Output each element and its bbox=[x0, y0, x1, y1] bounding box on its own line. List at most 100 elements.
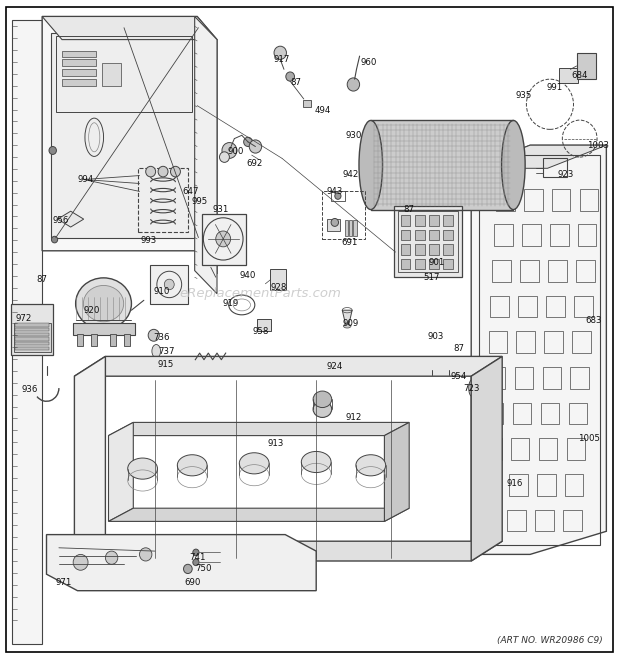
Circle shape bbox=[216, 231, 231, 247]
Text: 928: 928 bbox=[271, 282, 287, 292]
Text: 920: 920 bbox=[84, 306, 100, 315]
Circle shape bbox=[158, 166, 168, 177]
Text: 993: 993 bbox=[141, 236, 157, 245]
Bar bbox=[415, 215, 425, 226]
Circle shape bbox=[222, 143, 237, 158]
Bar bbox=[479, 510, 498, 531]
Text: 994: 994 bbox=[78, 175, 94, 184]
Bar bbox=[77, 334, 83, 346]
Bar bbox=[544, 331, 563, 353]
Bar bbox=[489, 331, 507, 353]
Bar bbox=[443, 244, 453, 255]
Ellipse shape bbox=[128, 458, 157, 479]
Bar bbox=[371, 121, 513, 210]
Circle shape bbox=[51, 236, 58, 243]
Bar bbox=[15, 323, 49, 327]
Bar bbox=[415, 259, 425, 269]
Ellipse shape bbox=[152, 345, 161, 358]
Bar bbox=[303, 100, 311, 107]
Text: 1005: 1005 bbox=[578, 434, 600, 444]
Bar bbox=[415, 230, 425, 240]
Bar bbox=[150, 265, 188, 304]
Text: 919: 919 bbox=[223, 299, 239, 308]
Bar bbox=[546, 296, 565, 317]
Polygon shape bbox=[108, 508, 409, 521]
Text: 87: 87 bbox=[291, 78, 302, 87]
Circle shape bbox=[146, 166, 156, 177]
Circle shape bbox=[170, 166, 180, 177]
Polygon shape bbox=[108, 422, 409, 436]
Circle shape bbox=[184, 564, 192, 574]
Bar bbox=[62, 51, 96, 57]
Bar bbox=[537, 474, 556, 496]
Text: 940: 940 bbox=[240, 271, 256, 280]
Bar bbox=[56, 36, 192, 112]
Polygon shape bbox=[42, 16, 217, 274]
Text: (ART NO. WR20986 C9): (ART NO. WR20986 C9) bbox=[497, 636, 603, 645]
Bar bbox=[15, 342, 49, 345]
Circle shape bbox=[193, 549, 199, 556]
Circle shape bbox=[140, 548, 152, 561]
Ellipse shape bbox=[313, 391, 332, 407]
Ellipse shape bbox=[359, 121, 383, 210]
Bar bbox=[138, 168, 188, 232]
Bar bbox=[429, 244, 439, 255]
Bar bbox=[490, 296, 509, 317]
Bar bbox=[487, 367, 505, 389]
Bar bbox=[539, 438, 557, 460]
Text: 971: 971 bbox=[56, 578, 72, 587]
Text: 87: 87 bbox=[404, 205, 415, 214]
Bar bbox=[270, 269, 286, 290]
Polygon shape bbox=[12, 20, 42, 643]
Bar bbox=[62, 59, 96, 66]
Text: 930: 930 bbox=[345, 131, 361, 140]
Bar bbox=[580, 189, 598, 211]
Text: 723: 723 bbox=[463, 383, 479, 393]
Text: 924: 924 bbox=[327, 362, 343, 372]
Bar bbox=[578, 224, 596, 246]
Bar bbox=[492, 260, 511, 282]
Polygon shape bbox=[471, 145, 606, 554]
Text: 900: 900 bbox=[228, 147, 244, 156]
Ellipse shape bbox=[469, 379, 476, 397]
Polygon shape bbox=[342, 310, 352, 326]
Bar bbox=[494, 224, 513, 246]
Text: 741: 741 bbox=[189, 553, 205, 562]
Polygon shape bbox=[74, 541, 502, 561]
Bar bbox=[524, 189, 542, 211]
Polygon shape bbox=[46, 535, 316, 591]
Bar bbox=[394, 206, 462, 277]
Text: 943: 943 bbox=[327, 187, 343, 196]
Text: 913: 913 bbox=[268, 439, 284, 448]
Circle shape bbox=[286, 72, 294, 81]
Bar bbox=[91, 334, 97, 346]
Bar bbox=[507, 510, 526, 531]
Bar bbox=[570, 367, 589, 389]
Bar bbox=[577, 53, 596, 79]
Bar bbox=[443, 259, 453, 269]
Bar bbox=[429, 259, 439, 269]
Circle shape bbox=[193, 559, 199, 566]
Bar bbox=[124, 334, 130, 346]
Ellipse shape bbox=[502, 121, 525, 210]
Text: 935: 935 bbox=[516, 91, 532, 100]
Bar bbox=[569, 403, 587, 424]
Bar bbox=[102, 63, 121, 86]
Ellipse shape bbox=[177, 455, 207, 476]
Bar bbox=[429, 215, 439, 226]
Bar bbox=[15, 337, 49, 341]
Text: 690: 690 bbox=[184, 578, 200, 587]
Circle shape bbox=[331, 218, 339, 226]
Bar bbox=[513, 403, 531, 424]
Text: 958: 958 bbox=[252, 327, 268, 336]
Bar bbox=[520, 260, 539, 282]
Bar bbox=[574, 296, 593, 317]
Bar bbox=[73, 323, 135, 335]
Bar bbox=[542, 367, 561, 389]
Circle shape bbox=[335, 193, 341, 199]
Text: 1003: 1003 bbox=[587, 141, 609, 150]
Text: 736: 736 bbox=[153, 333, 169, 343]
Text: 87: 87 bbox=[37, 275, 48, 284]
Polygon shape bbox=[384, 422, 409, 521]
Bar bbox=[51, 33, 203, 238]
